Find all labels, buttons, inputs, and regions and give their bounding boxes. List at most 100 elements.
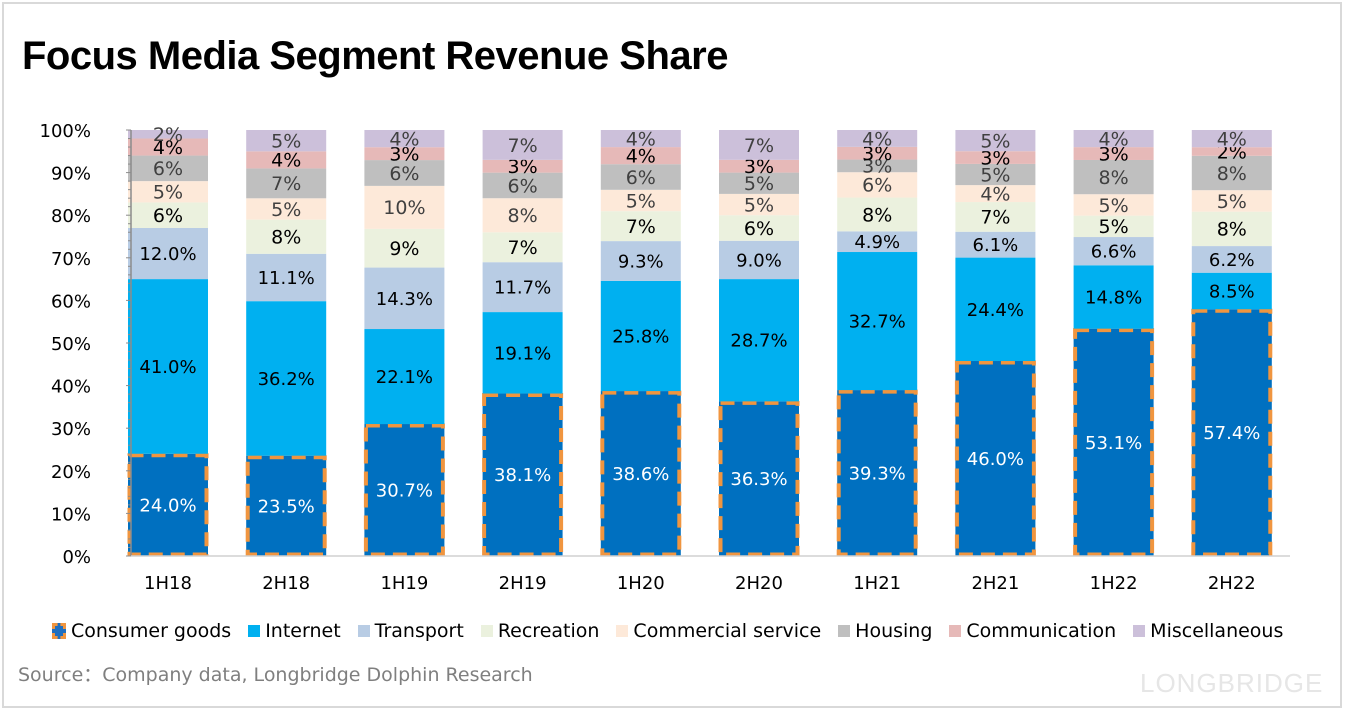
data-label: 24.0%	[139, 495, 196, 516]
y-tick-label: 0%	[62, 547, 91, 568]
bar-segment-recreation-2h20	[719, 215, 799, 241]
bar-segment-transport-2h18	[246, 253, 327, 302]
data-label: 7%	[980, 207, 1010, 229]
legend-item-recreation: Recreation	[480, 620, 599, 642]
data-label: 41.0%	[139, 357, 196, 378]
bar-segment-miscellaneous-2h21	[955, 130, 1036, 152]
data-label: 4%	[389, 128, 419, 150]
data-label: 6%	[153, 158, 183, 180]
bar-segment-transport-2h21	[955, 231, 1036, 258]
bar-segment-transport-1h21	[837, 231, 918, 253]
y-tick-label: 90%	[51, 164, 91, 185]
data-label: 6.1%	[973, 235, 1019, 256]
legend-label: Commercial service	[633, 620, 822, 642]
data-label: 6%	[508, 175, 538, 197]
data-label: 4%	[862, 128, 892, 150]
chart-title: Focus Media Segment Revenue Share	[22, 34, 728, 78]
bar-segment-miscellaneous-1h18	[128, 130, 208, 139]
legend-label: Miscellaneous	[1150, 620, 1284, 642]
data-label: 11.1%	[258, 268, 315, 289]
y-tick-label: 80%	[51, 206, 91, 227]
data-label: 36.2%	[258, 369, 315, 390]
bar-segment-transport-2h20	[719, 240, 799, 280]
data-label: 25.8%	[612, 326, 669, 347]
legend-item-consumer-goods: Consumer goods	[52, 620, 231, 642]
data-label: 38.1%	[494, 465, 551, 486]
bar-segment-recreation-2h22	[1191, 211, 1272, 247]
consumer-goods-highlight-border	[245, 455, 327, 557]
data-label: 53.1%	[1085, 433, 1142, 454]
data-label: 24.4%	[967, 300, 1024, 321]
bar-segment-communication-2h21	[955, 151, 1036, 164]
legend-label: Consumer goods	[71, 620, 232, 642]
legend-swatch-icon	[949, 625, 962, 637]
bar-segment-transport-1h20	[600, 241, 681, 281]
bar-segment-internet-2h20	[719, 279, 799, 402]
consumer-goods-highlight-border	[363, 423, 445, 557]
data-label: 12.0%	[139, 244, 196, 265]
data-label: 38.6%	[612, 464, 669, 485]
data-label: 5%	[980, 130, 1010, 152]
data-label: 8%	[1217, 219, 1247, 241]
bar-segment-consumer-goods-1h21	[837, 390, 918, 556]
y-tick-label: 60%	[51, 291, 91, 312]
bar-segment-housing-2h18	[246, 168, 327, 199]
x-tick-label: 2H22	[1208, 573, 1256, 594]
data-label: 5%	[980, 164, 1010, 186]
bar-segment-internet-2h18	[246, 301, 327, 456]
bar-segment-communication-2h19	[482, 159, 563, 173]
bar-segment-recreation-1h19	[364, 228, 445, 268]
consumer-goods-highlight-border	[482, 393, 564, 557]
bar-segment-commercial-service-2h21	[955, 185, 1036, 203]
bar-segment-housing-2h19	[482, 172, 563, 199]
data-label: 19.1%	[494, 343, 551, 364]
legend-swatch-icon	[357, 625, 370, 637]
bar-segment-recreation-1h22	[1073, 215, 1154, 238]
y-tick-label: 70%	[51, 249, 91, 270]
x-tick-label: 1H19	[380, 573, 428, 594]
data-label: 6%	[389, 163, 419, 185]
data-label: 5%	[1099, 195, 1129, 217]
bar-segment-consumer-goods-2h18	[246, 455, 327, 556]
data-label: 6%	[862, 175, 892, 197]
bar-segment-miscellaneous-1h20	[600, 130, 681, 148]
data-label: 8%	[271, 227, 301, 249]
data-label: 3%	[980, 147, 1010, 169]
bar-segment-internet-2h22	[1191, 272, 1272, 310]
legend-swatch-icon	[248, 625, 261, 637]
data-label: 4%	[153, 137, 183, 159]
bar-segment-commercial-service-1h18	[128, 181, 208, 203]
data-label: 14.3%	[376, 289, 433, 310]
data-label: 8.5%	[1209, 281, 1255, 302]
legend-item-transport: Transport	[357, 620, 464, 642]
data-label: 4%	[626, 128, 656, 150]
bar-segment-communication-2h18	[246, 151, 327, 169]
bar-segment-housing-2h20	[719, 172, 799, 194]
legend-label: Communication	[966, 620, 1117, 642]
bar-segment-transport-1h19	[364, 267, 445, 330]
data-label: 5%	[1099, 216, 1129, 238]
bar-segment-consumer-goods-2h21	[955, 361, 1036, 556]
y-tick-label: 50%	[51, 334, 91, 355]
legend-item-housing: Housing	[838, 620, 932, 642]
data-label: 10%	[383, 197, 425, 219]
bar-segment-communication-1h19	[364, 147, 445, 161]
data-label: 4%	[626, 145, 656, 167]
data-label: 4%	[1217, 128, 1247, 150]
y-tick-label: 40%	[51, 377, 91, 398]
bar-segment-communication-2h22	[1191, 147, 1272, 156]
x-tick-label: 1H20	[617, 573, 665, 594]
y-tick-label: 20%	[51, 462, 91, 483]
bar-segment-miscellaneous-2h18	[246, 130, 327, 152]
data-label: 7%	[271, 173, 301, 195]
data-label: 5%	[626, 190, 656, 212]
bar-segment-miscellaneous-2h22	[1191, 130, 1272, 148]
bar-segment-internet-2h19	[482, 312, 563, 394]
data-label: 57.4%	[1203, 423, 1260, 444]
bar-segment-housing-1h21	[837, 159, 918, 173]
data-label: 5%	[744, 173, 774, 195]
x-axis-labels: 1H18 2H18 1H19 2H19 1H20 2H20 1H21 2H21 1H22 2H22	[144, 573, 1256, 594]
bar-segment-internet-2h21	[955, 257, 1036, 362]
data-label: 8%	[508, 205, 538, 227]
